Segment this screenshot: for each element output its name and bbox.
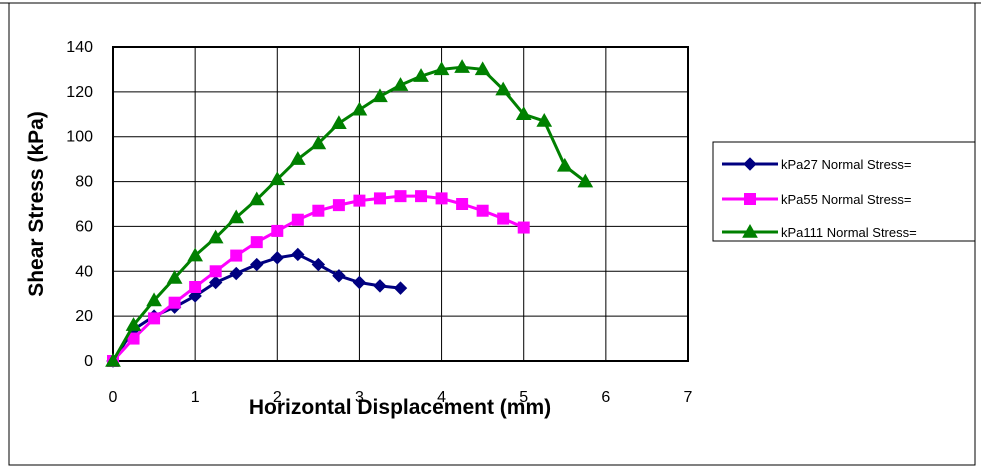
data-point	[373, 279, 387, 293]
data-point	[127, 332, 140, 345]
legend-label: kPa111 Normal Stress=	[781, 225, 917, 240]
data-point	[393, 281, 408, 295]
data-point	[209, 265, 222, 278]
data-point	[166, 270, 183, 284]
x-tick-label: 7	[684, 389, 693, 406]
data-point	[515, 106, 532, 121]
data-point	[250, 257, 264, 272]
data-point	[373, 192, 386, 205]
data-point	[289, 151, 306, 165]
x-tick-label: 1	[191, 389, 200, 406]
data-point	[105, 352, 121, 367]
data-point	[536, 113, 553, 127]
x-tick-label: 4	[437, 389, 446, 406]
series-layer	[105, 59, 594, 368]
x-tick-label: 5	[519, 389, 528, 406]
legend-items: kPa27 Normal Stress= kPa55 Normal Stress=…	[722, 157, 917, 240]
y-tick-label: 20	[75, 308, 93, 325]
data-point	[230, 249, 243, 262]
y-tick-label: 140	[66, 39, 93, 56]
legend-item-3: kPa111 Normal Stress=	[722, 223, 917, 240]
data-point	[228, 209, 245, 224]
data-point	[353, 194, 366, 207]
y-tick-label: 0	[84, 353, 93, 370]
legend-label: kPa27 Normal Stress=	[781, 157, 911, 172]
series-2	[107, 190, 530, 367]
data-point	[168, 296, 181, 309]
y-axis-label: Shear Stress (kPa)	[25, 111, 48, 297]
data-point	[187, 247, 204, 262]
y-tick-labels: 0 20 40 60 80 100 120 140	[66, 39, 93, 370]
data-point	[271, 224, 284, 237]
data-point	[312, 204, 325, 217]
data-point	[291, 247, 305, 262]
data-point	[207, 229, 224, 244]
x-tick-label: 2	[273, 389, 282, 406]
y-tick-label: 100	[66, 129, 93, 146]
legend-item-2: kPa55 Normal Stress=	[722, 192, 911, 207]
data-point	[146, 292, 162, 307]
data-point	[250, 236, 263, 249]
data-point	[394, 190, 407, 203]
data-point	[311, 257, 326, 272]
data-point	[208, 275, 223, 290]
data-point	[331, 115, 347, 130]
x-tick-label: 3	[355, 389, 364, 406]
y-tick-label: 40	[75, 263, 93, 280]
data-point	[433, 61, 450, 76]
data-point	[435, 192, 448, 205]
data-point	[352, 275, 367, 290]
data-point	[248, 191, 265, 206]
data-point	[351, 101, 368, 116]
data-point	[497, 212, 510, 225]
data-point	[495, 81, 512, 96]
x-tick-labels: 0 1 2 3 4 5 6 7	[109, 389, 693, 406]
y-tick-label: 60	[75, 218, 93, 235]
data-point	[517, 221, 530, 234]
legend: kPa27 Normal Stress= kPa55 Normal Stress=…	[712, 141, 976, 242]
data-point	[474, 61, 491, 76]
data-point	[270, 251, 284, 265]
data-point	[125, 317, 142, 331]
data-point	[415, 190, 428, 203]
data-point	[332, 199, 345, 212]
legend-marker	[744, 193, 756, 205]
series-3	[105, 59, 594, 367]
data-point	[392, 77, 409, 91]
legend-marker	[743, 157, 757, 171]
legend-box	[712, 141, 976, 242]
data-point	[269, 171, 286, 186]
data-point	[148, 312, 161, 325]
data-point	[310, 135, 327, 150]
data-point	[332, 269, 346, 283]
gridlines	[113, 47, 688, 361]
data-point	[291, 213, 304, 226]
data-point	[456, 198, 469, 210]
data-point	[189, 280, 202, 293]
x-tick-label: 0	[109, 389, 118, 406]
data-point	[577, 173, 594, 188]
y-tick-label: 120	[66, 84, 93, 101]
legend-marker	[742, 223, 758, 238]
x-axis-label: Horizontal Displacement (mm)	[249, 396, 551, 419]
plot-background	[112, 46, 689, 362]
legend-label: kPa55 Normal Stress=	[781, 192, 911, 207]
data-point	[229, 266, 243, 281]
x-tick-label: 6	[601, 389, 610, 406]
data-point	[454, 59, 470, 73]
data-point	[556, 157, 573, 172]
y-tick-label: 80	[75, 174, 93, 191]
data-point	[413, 68, 429, 82]
plot-area: 0 1 2 3 4 5 6 7 0 20 40 60 80 100 120 140	[66, 39, 692, 406]
data-point	[476, 204, 489, 217]
legend-item-1: kPa27 Normal Stress=	[722, 157, 911, 172]
data-point	[372, 88, 388, 103]
